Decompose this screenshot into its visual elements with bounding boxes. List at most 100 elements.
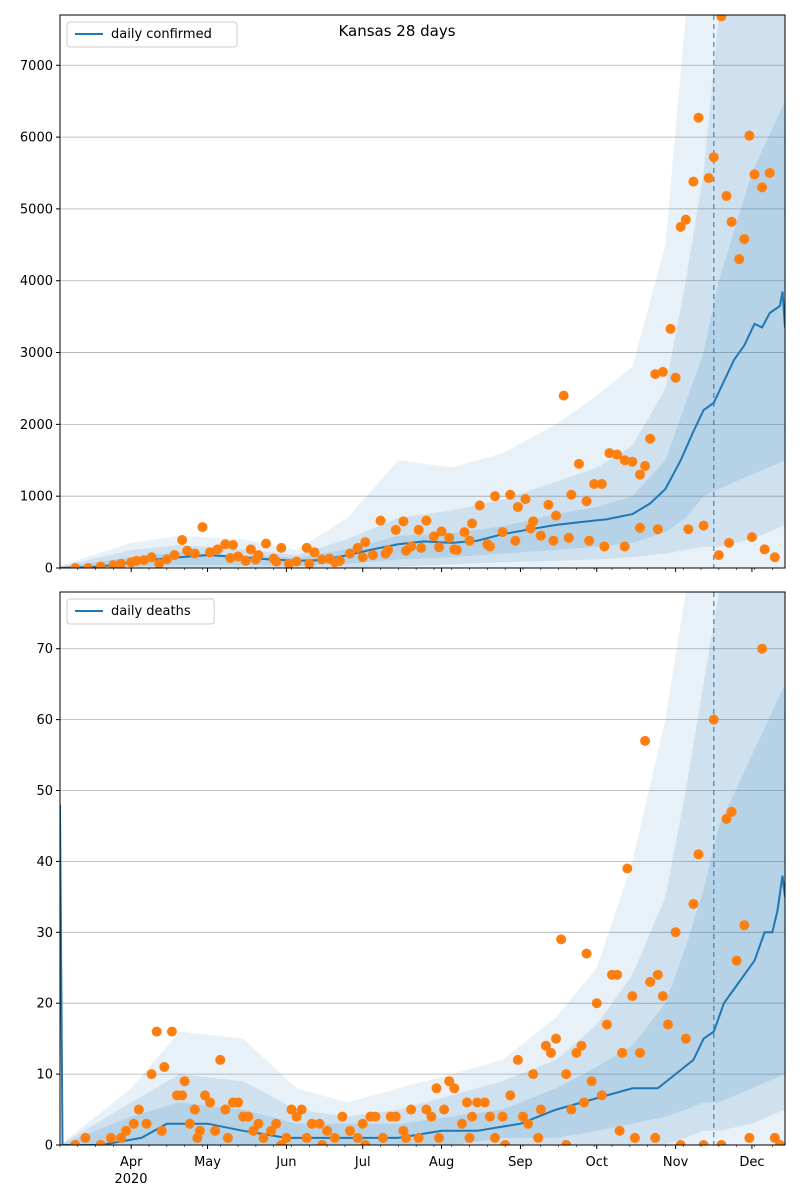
- band-outer: [60, 592, 785, 1145]
- data-point: [622, 863, 633, 874]
- data-point: [154, 558, 165, 568]
- data-point: [629, 1132, 640, 1143]
- data-point: [561, 1140, 572, 1145]
- data-point: [472, 1097, 483, 1108]
- data-point: [413, 1132, 424, 1143]
- legend-box: [66, 21, 238, 48]
- data-point: [739, 920, 750, 931]
- data-point: [370, 1111, 381, 1122]
- legend-box: [66, 598, 215, 625]
- data-point: [95, 1140, 106, 1145]
- data-point: [581, 948, 592, 959]
- data-point: [459, 527, 470, 538]
- data-point: [551, 510, 562, 521]
- data-point: [650, 1132, 661, 1143]
- data-point: [581, 496, 592, 507]
- data-point: [591, 998, 602, 1009]
- data-point: [579, 1097, 590, 1108]
- y-tick-label: 10: [36, 1068, 53, 1083]
- legend: daily deaths: [66, 598, 215, 625]
- data-point: [540, 1040, 551, 1051]
- data-point: [680, 1033, 691, 1044]
- y-tick-label: 70: [36, 642, 53, 657]
- x-tick-label: Jun: [275, 1155, 296, 1170]
- data-point: [744, 130, 755, 141]
- data-point: [80, 1132, 91, 1143]
- data-point: [138, 555, 149, 566]
- data-point: [543, 499, 554, 510]
- data-point: [357, 552, 368, 563]
- data-point: [431, 1083, 442, 1094]
- data-point: [329, 1132, 340, 1143]
- data-point: [434, 1132, 445, 1143]
- data-point: [500, 1140, 511, 1145]
- data-point: [426, 1111, 437, 1122]
- data-point: [490, 1132, 500, 1143]
- data-point: [619, 455, 630, 466]
- x-axis: [59, 568, 773, 572]
- data-point: [317, 554, 328, 565]
- data-point: [612, 969, 623, 980]
- data-point: [535, 530, 546, 541]
- data-point: [444, 1076, 455, 1087]
- data-point: [317, 1140, 328, 1145]
- data-point: [662, 1019, 673, 1030]
- data-point: [675, 221, 686, 232]
- x-tick-label: Apr: [120, 1155, 143, 1170]
- data-point: [665, 323, 676, 334]
- data-point: [464, 1132, 475, 1143]
- data-point: [645, 976, 656, 987]
- data-point: [258, 1132, 269, 1143]
- data-point: [380, 548, 391, 559]
- data-point: [462, 1097, 473, 1108]
- data-point: [449, 1083, 460, 1094]
- data-point: [141, 1118, 152, 1129]
- data-point: [657, 991, 668, 1002]
- data-point: [693, 112, 704, 123]
- data-point: [650, 369, 661, 380]
- data-point: [306, 1118, 317, 1129]
- plot-frame: [59, 14, 786, 569]
- series-line: [60, 291, 785, 568]
- data-point: [721, 813, 732, 824]
- grid-lines: [60, 648, 785, 1146]
- data-point: [556, 934, 567, 945]
- data-point: [467, 1111, 478, 1122]
- data-point: [670, 927, 681, 938]
- data-point: [360, 537, 371, 548]
- data-point: [688, 176, 699, 187]
- data-point: [505, 489, 516, 500]
- data-point: [322, 1125, 333, 1136]
- data-point: [95, 561, 106, 568]
- data-point: [726, 216, 737, 227]
- data-point: [161, 554, 172, 565]
- uncertainty-bands: [60, 15, 785, 568]
- data-point: [205, 547, 216, 558]
- series-path: [60, 804, 785, 1145]
- chart-daily-confirmed: Kansas 28 days 0 1000 2000 3000 4000 5000 6000…: [20, 14, 786, 577]
- data-point: [439, 1104, 450, 1115]
- data-point: [189, 1104, 200, 1115]
- plot-frame: [59, 591, 786, 1146]
- data-point: [484, 541, 495, 552]
- data-point: [746, 532, 757, 543]
- data-point: [345, 548, 355, 559]
- data-point: [210, 1125, 221, 1136]
- data-point: [205, 1097, 216, 1108]
- data-point: [731, 955, 742, 966]
- data-point: [525, 523, 536, 534]
- data-point: [520, 494, 531, 505]
- data-point: [261, 538, 272, 549]
- data-point: [479, 1097, 490, 1108]
- y-tick-label: 50: [36, 784, 53, 799]
- y-tick-label: 1000: [20, 490, 53, 505]
- data-point: [291, 556, 302, 567]
- y-tick-label: 30: [36, 926, 53, 941]
- data-point: [693, 849, 704, 860]
- band-outer: [60, 15, 785, 568]
- data-point: [421, 515, 432, 526]
- data-point: [757, 643, 768, 654]
- data-point: [329, 557, 340, 568]
- band-middle: [60, 592, 785, 1145]
